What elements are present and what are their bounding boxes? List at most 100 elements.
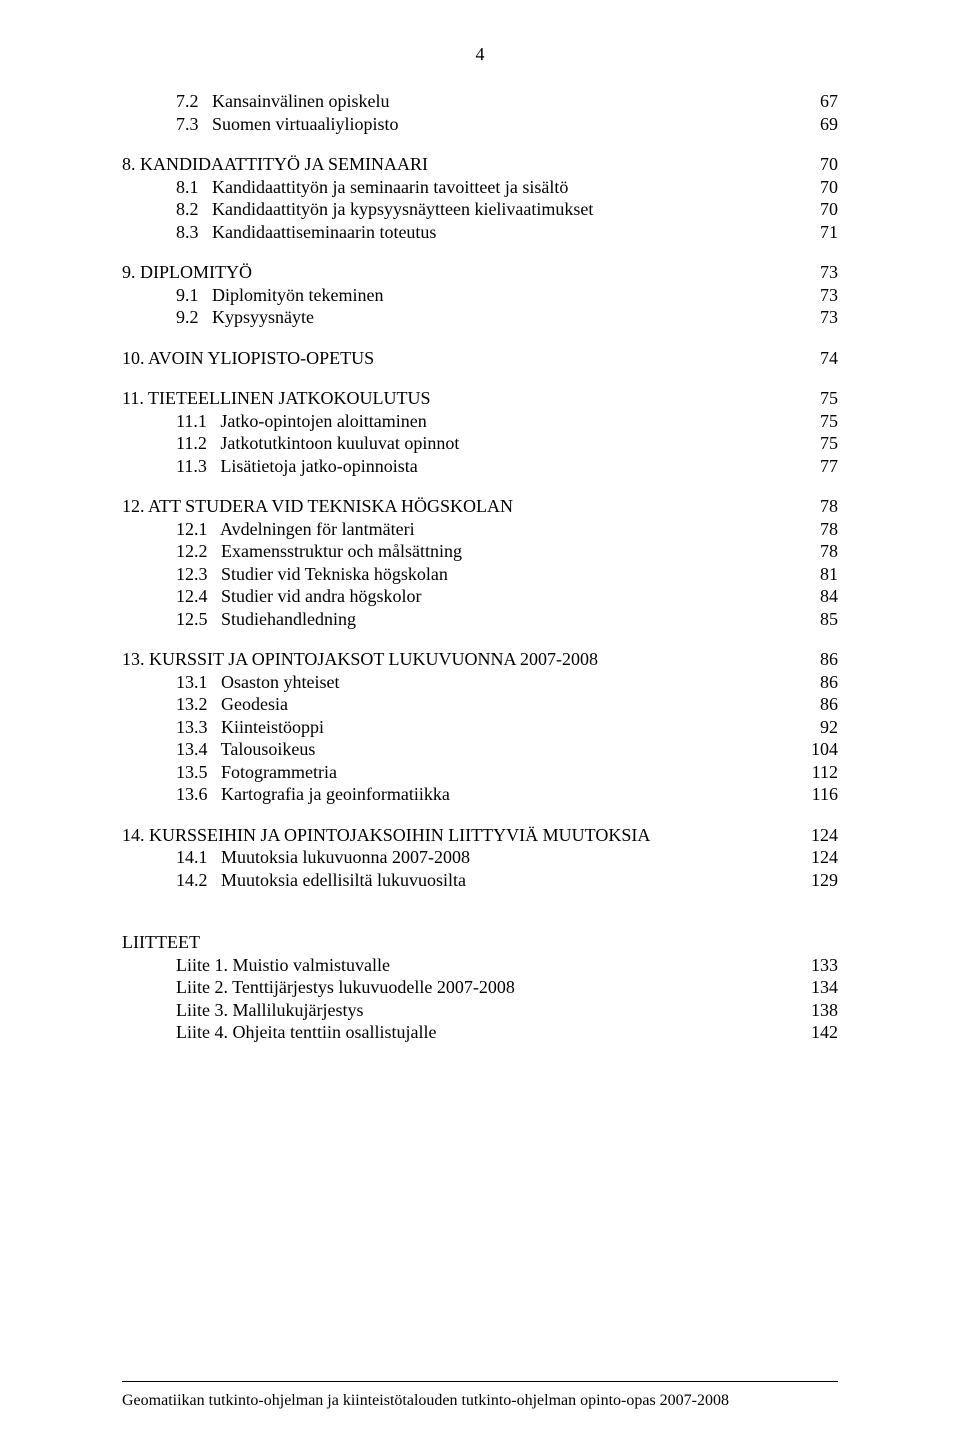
toc-sub-row: 12.4 Studier vid andra högskolor84 [122,585,838,608]
toc-sub-row: 13.4 Talousoikeus104 [122,738,838,761]
toc-section-gap [122,135,838,153]
toc-label: 11.1 Jatko-opintojen aloittaminen [176,410,788,433]
toc-page-number: 84 [788,585,838,608]
toc-page-number: 112 [788,761,838,784]
toc-label: 12.1 Avdelningen för lantmäteri [176,518,788,541]
toc-label: 13. KURSSIT JA OPINTOJAKSOT LUKUVUONNA 2… [122,648,788,671]
toc-heading-row: 14. KURSSEIHIN JA OPINTOJAKSOIHIN LIITTY… [122,824,838,847]
toc-page-number: 67 [788,90,838,113]
toc-page-number: 129 [788,869,838,892]
toc-sub-row: 11.2 Jatkotutkintoon kuuluvat opinnot75 [122,432,838,455]
toc-sub-row: 13.6 Kartografia ja geoinformatiikka116 [122,783,838,806]
toc-page-number: 73 [788,261,838,284]
toc-sub-row: 11.3 Lisätietoja jatko-opinnoista77 [122,455,838,478]
toc-heading-row: 9. DIPLOMITYÖ73 [122,261,838,284]
toc-label: 12.3 Studier vid Tekniska högskolan [176,563,788,586]
toc-page-number: 92 [788,716,838,739]
toc-heading-row: 10. AVOIN YLIOPISTO-OPETUS74 [122,347,838,370]
toc-page-number: 86 [788,648,838,671]
toc-sub-row: 7.2 Kansainvälinen opiskelu67 [122,90,838,113]
footer-divider [122,1381,838,1382]
toc-label: 13.2 Geodesia [176,693,788,716]
toc-page-number: 86 [788,693,838,716]
toc-label: 12.5 Studiehandledning [176,608,788,631]
toc-sub-row: 12.3 Studier vid Tekniska högskolan81 [122,563,838,586]
toc-label: 8.2 Kandidaattityön ja kypsyysnäytteen k… [176,198,788,221]
toc-page-number: 73 [788,284,838,307]
toc-label: 9.2 Kypsyysnäyte [176,306,788,329]
toc-label: 12. ATT STUDERA VID TEKNISKA HÖGSKOLAN [122,495,788,518]
toc-label: 13.1 Osaston yhteiset [176,671,788,694]
toc-liitteet-row: Liite 3. Mallilukujärjestys138 [122,999,838,1022]
toc-section-gap [122,329,838,347]
toc-page-number: 81 [788,563,838,586]
toc-label: 11.3 Lisätietoja jatko-opinnoista [176,455,788,478]
toc-label: 13.5 Fotogrammetria [176,761,788,784]
footer-text: Geomatiikan tutkinto-ohjelman ja kiintei… [122,1392,729,1410]
toc-page-number: 85 [788,608,838,631]
toc-sub-row: 13.2 Geodesia86 [122,693,838,716]
toc-page-number: 133 [788,954,838,977]
toc-label: 8.1 Kandidaattityön ja seminaarin tavoit… [176,176,788,199]
toc-section-gap [122,477,838,495]
toc-sub-row: 13.3 Kiinteistöoppi92 [122,716,838,739]
toc-label: 14.2 Muutoksia edellisiltä lukuvuosilta [176,869,788,892]
toc-liitteet-row: Liite 2. Tenttijärjestys lukuvuodelle 20… [122,976,838,999]
toc-page-number: 71 [788,221,838,244]
toc-page-number: 116 [788,783,838,806]
toc-page-number: 142 [788,1021,838,1044]
table-of-contents: 7.2 Kansainvälinen opiskelu677.3 Suomen … [122,90,838,1044]
toc-label: 12.4 Studier vid andra högskolor [176,585,788,608]
toc-sub-row: 11.1 Jatko-opintojen aloittaminen75 [122,410,838,433]
toc-page-number: 70 [788,153,838,176]
toc-page-number: 138 [788,999,838,1022]
toc-page-number: 104 [788,738,838,761]
toc-page-number: 78 [788,495,838,518]
toc-page-number: 69 [788,113,838,136]
toc-page-number: 75 [788,432,838,455]
toc-page-number: 73 [788,306,838,329]
toc-label: 14. KURSSEIHIN JA OPINTOJAKSOIHIN LIITTY… [122,824,788,847]
toc-page-number: 124 [788,824,838,847]
toc-label: Liite 3. Mallilukujärjestys [176,999,788,1022]
toc-page-number: 74 [788,347,838,370]
toc-section-gap [122,369,838,387]
toc-label: 14.1 Muutoksia lukuvuonna 2007-2008 [176,846,788,869]
toc-label: 12.2 Examensstruktur och målsättning [176,540,788,563]
toc-page-number: 86 [788,671,838,694]
toc-sub-row: 14.1 Muutoksia lukuvuonna 2007-2008124 [122,846,838,869]
toc-label: 11.2 Jatkotutkintoon kuuluvat opinnot [176,432,788,455]
toc-sub-row: 7.3 Suomen virtuaaliyliopisto69 [122,113,838,136]
toc-label: 7.3 Suomen virtuaaliyliopisto [176,113,788,136]
toc-sub-row: 8.1 Kandidaattityön ja seminaarin tavoit… [122,176,838,199]
toc-label: 8.3 Kandidaattiseminaarin toteutus [176,221,788,244]
toc-sub-row: 13.1 Osaston yhteiset86 [122,671,838,694]
toc-section-gap [122,891,838,931]
toc-page-number: 70 [788,176,838,199]
toc-label: Liite 4. Ohjeita tenttiin osallistujalle [176,1021,788,1044]
toc-label: 9.1 Diplomityön tekeminen [176,284,788,307]
toc-sub-row: 8.2 Kandidaattityön ja kypsyysnäytteen k… [122,198,838,221]
toc-page-number: 134 [788,976,838,999]
toc-label: 11. TIETEELLINEN JATKOKOULUTUS [122,387,788,410]
toc-section-gap [122,243,838,261]
toc-label: 7.2 Kansainvälinen opiskelu [176,90,788,113]
toc-section-gap [122,806,838,824]
toc-page-number: 77 [788,455,838,478]
toc-label: 13.3 Kiinteistöoppi [176,716,788,739]
toc-label: Liite 2. Tenttijärjestys lukuvuodelle 20… [176,976,788,999]
toc-heading-row: 11. TIETEELLINEN JATKOKOULUTUS75 [122,387,838,410]
toc-sub-row: 12.2 Examensstruktur och målsättning78 [122,540,838,563]
toc-label: 13.4 Talousoikeus [176,738,788,761]
toc-label: 9. DIPLOMITYÖ [122,261,788,284]
toc-liitteet-row: Liite 4. Ohjeita tenttiin osallistujalle… [122,1021,838,1044]
toc-label: 10. AVOIN YLIOPISTO-OPETUS [122,347,788,370]
page-number: 4 [476,44,485,65]
toc-sub-row: 13.5 Fotogrammetria112 [122,761,838,784]
toc-page-number: 70 [788,198,838,221]
toc-page-number: 75 [788,410,838,433]
toc-page-number: 75 [788,387,838,410]
toc-sub-row: 9.1 Diplomityön tekeminen73 [122,284,838,307]
toc-page-number: 78 [788,518,838,541]
toc-page-number: 124 [788,846,838,869]
